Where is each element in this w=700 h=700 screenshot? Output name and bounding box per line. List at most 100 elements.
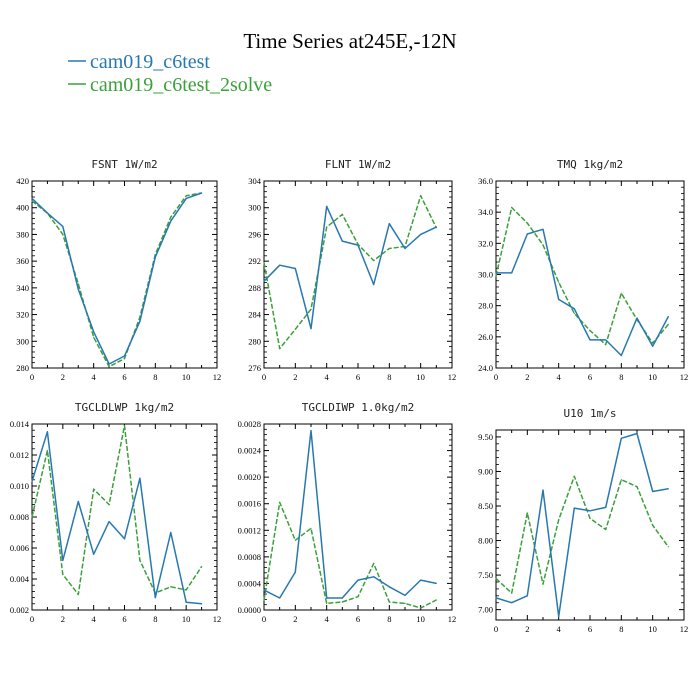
y-tick-label: 0.0012 [238, 525, 261, 535]
y-tick-label: 280 [248, 336, 261, 346]
plot-frame [263, 423, 453, 611]
y-tick-label: 26.0 [478, 332, 493, 342]
x-tick-label: 2 [61, 614, 65, 624]
data-point [526, 512, 528, 514]
x-tick-label: 4 [325, 614, 330, 624]
y-tick-label: 32.0 [478, 238, 493, 248]
data-point [420, 607, 422, 609]
data-point [373, 576, 375, 578]
data-point [139, 559, 141, 562]
data-point [123, 358, 126, 360]
y-tick-label: 9.00 [478, 466, 493, 476]
series-line-cam019-c6test [263, 429, 437, 599]
x-tick-label: 2 [525, 624, 529, 634]
data-point [495, 275, 497, 277]
data-point [279, 264, 281, 266]
data-point [605, 528, 607, 531]
data-point [589, 517, 591, 520]
y-tick-label: 24.0 [478, 363, 493, 373]
data-point [420, 233, 422, 236]
series-line-cam019-c6test [495, 432, 669, 618]
y-tick-label: 280 [16, 363, 29, 373]
y-tick-label: 0.014 [10, 419, 30, 429]
x-tick-label: 6 [356, 372, 360, 382]
data-point [652, 490, 654, 493]
data-point [620, 292, 622, 294]
data-point [326, 205, 328, 207]
data-point [526, 222, 528, 224]
data-point [388, 247, 390, 250]
data-point [589, 510, 591, 512]
data-point [62, 573, 64, 575]
x-tick-label: 10 [648, 624, 657, 634]
figure-title: Time Series at245E,-12N [243, 29, 456, 53]
data-point [605, 339, 607, 341]
x-axis: 0 2 4 6 8 10 12 [30, 424, 221, 624]
y-tick-label: 0.0024 [238, 446, 262, 456]
data-point [495, 597, 497, 599]
series-line-cam019-c6test-2solve [263, 501, 437, 609]
x-axis: 0 2 4 6 8 10 12 [494, 430, 688, 634]
plot-frame [31, 423, 218, 611]
x-tick-label: 4 [557, 372, 562, 382]
data-point [435, 599, 437, 601]
data-point [404, 602, 406, 604]
y-axis: 276 280 284 288 292 296 300 304 [248, 176, 452, 373]
data-point [573, 308, 575, 310]
y-tick-label: 300 [16, 336, 29, 346]
series-line-cam019-c6test [31, 192, 202, 365]
data-point [185, 589, 187, 591]
data-point [542, 228, 544, 230]
data-point [31, 480, 33, 482]
x-tick-label: 4 [92, 372, 97, 382]
data-point [435, 226, 437, 228]
y-tick-label: 34.0 [478, 207, 493, 217]
x-tick-label: 0 [262, 614, 266, 624]
data-point [636, 317, 638, 319]
x-tick-label: 12 [448, 614, 457, 624]
data-point [31, 516, 33, 518]
x-tick-label: 8 [387, 372, 391, 382]
data-point [667, 315, 669, 318]
x-tick-label: 4 [325, 372, 330, 382]
y-tick-label: 30.0 [478, 270, 493, 280]
series-line-cam019-c6test-2solve [31, 424, 203, 596]
data-point [93, 488, 95, 490]
y-tick-label: 360 [16, 256, 29, 266]
data-point [77, 283, 79, 285]
data-point [46, 431, 49, 433]
data-point [636, 432, 638, 435]
series-line-cam019-c6test-2solve [495, 206, 669, 346]
data-point [495, 272, 497, 274]
x-tick-label: 8 [153, 372, 157, 382]
data-point [294, 539, 296, 541]
x-tick-label: 6 [588, 372, 592, 382]
data-point [589, 339, 591, 341]
panel-title: FLNT 1W/m2 [325, 158, 391, 171]
data-point [170, 531, 172, 534]
chart-panel-3: TGCLDLWP 1kg/m20 2 4 6 8 10 120.0020.0040.0060… [10, 401, 221, 624]
x-tick-label: 4 [92, 614, 97, 624]
x-tick-label: 0 [30, 372, 34, 382]
figure-legend: cam019_c6test cam019_c6test_2solve [68, 51, 272, 96]
x-tick-label: 6 [588, 624, 592, 634]
x-tick-label: 0 [30, 614, 34, 624]
data-point [542, 244, 544, 246]
data-point [605, 344, 607, 346]
data-point [263, 589, 265, 591]
data-point [310, 308, 312, 310]
x-axis: 0 2 4 6 8 10 12 [494, 181, 688, 382]
data-point [139, 477, 141, 479]
y-tick-label: 28.0 [478, 301, 493, 311]
y-tick-label: 0.0004 [238, 578, 262, 588]
y-axis: 7.00 7.50 8.00 8.50 9.00 9.50 [478, 432, 684, 615]
data-point [108, 504, 110, 506]
data-point [279, 348, 281, 350]
x-tick-label: 6 [356, 614, 360, 624]
data-point [93, 336, 95, 338]
data-point [636, 486, 638, 488]
y-tick-label: 300 [248, 203, 261, 213]
series-line-cam019-c6test-2solve [31, 192, 202, 368]
chart-panel-5: U10 1m/s 0 2 4 6 8 10 12 7.00 7.50 8.00 8.50 9.00 9.5… [478, 407, 688, 634]
